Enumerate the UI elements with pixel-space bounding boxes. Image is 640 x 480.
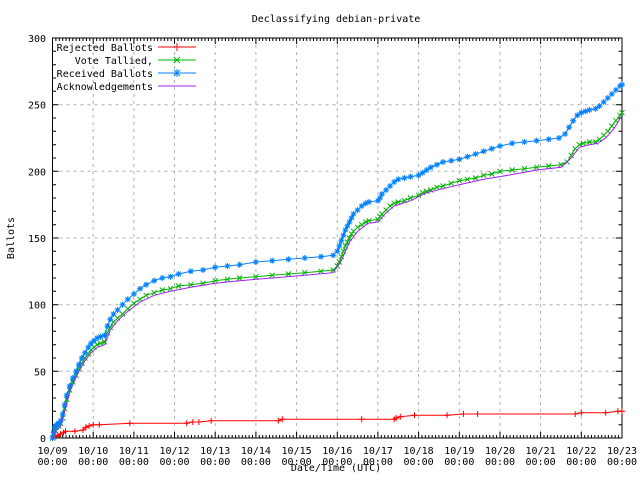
series-markers-received-ballots bbox=[49, 81, 625, 441]
x-tick-date: 10/15 bbox=[282, 446, 312, 457]
legend-cross-icon bbox=[173, 56, 181, 64]
x-tick-time: 00:00 bbox=[566, 457, 596, 468]
x-tick-time: 00:00 bbox=[363, 457, 393, 468]
x-tick-date: 10/09 bbox=[37, 446, 67, 457]
y-tick-label: 250 bbox=[28, 101, 46, 112]
x-tick-date: 10/20 bbox=[485, 446, 515, 457]
legend-plus-icon bbox=[173, 43, 181, 51]
series-received-ballots bbox=[49, 81, 625, 441]
x-tick-date: 10/23 bbox=[607, 446, 637, 457]
grid-lines bbox=[52, 38, 622, 438]
series-vote-tallied bbox=[49, 109, 625, 441]
y-axis-label: Ballots bbox=[6, 217, 17, 259]
x-tick-time: 00:00 bbox=[37, 457, 67, 468]
x-tick-date: 10/19 bbox=[444, 446, 474, 457]
x-tick-date: 10/16 bbox=[322, 446, 352, 457]
legend-label: Rejected Ballots bbox=[57, 43, 153, 54]
series-line-acknowledgements bbox=[52, 115, 623, 439]
y-tick-label: 300 bbox=[28, 34, 46, 45]
chart-title: Declassifying debian-private bbox=[252, 14, 421, 25]
plot-border bbox=[52, 37, 623, 439]
x-tick-time: 00:00 bbox=[241, 457, 271, 468]
x-tick-date: 10/17 bbox=[363, 446, 393, 457]
legend-item: Acknowledgements bbox=[57, 82, 196, 93]
x-tick-date: 10/21 bbox=[526, 446, 556, 457]
x-axis-label: Date/Time (UTC) bbox=[291, 463, 381, 474]
legend-label: Received Ballots bbox=[57, 69, 153, 80]
legend-label: Acknowledgements bbox=[57, 82, 153, 93]
x-tick-time: 00:00 bbox=[78, 457, 108, 468]
x-tick-date: 10/11 bbox=[119, 446, 149, 457]
y-tick-label: 150 bbox=[28, 234, 46, 245]
series-acknowledgements bbox=[52, 115, 623, 439]
y-tick-label: 0 bbox=[40, 434, 46, 445]
legend-item: Vote Tallied, bbox=[75, 56, 196, 67]
x-tick-date: 10/12 bbox=[159, 446, 189, 457]
y-tick-label: 100 bbox=[28, 301, 46, 312]
x-tick-time: 00:00 bbox=[119, 457, 149, 468]
x-tick-date: 10/10 bbox=[78, 446, 108, 457]
y-tick-label: 200 bbox=[28, 167, 46, 178]
x-tick-time: 00:00 bbox=[607, 457, 637, 468]
x-tick-time: 00:00 bbox=[404, 457, 434, 468]
x-tick-time: 00:00 bbox=[282, 457, 312, 468]
legend-item: Rejected Ballots bbox=[57, 43, 196, 54]
x-tick-date: 10/13 bbox=[200, 446, 230, 457]
legend-label: Vote Tallied, bbox=[75, 56, 153, 67]
plot-layers: Rejected Ballots Vote Tallied, Received Ba… bbox=[28, 34, 637, 468]
x-tick-time: 00:00 bbox=[485, 457, 515, 468]
y-tick-label: 50 bbox=[34, 367, 46, 378]
y-tick-labels: 0 50 100 150 200 250 300 bbox=[28, 34, 46, 445]
x-tick-date: 10/18 bbox=[404, 446, 434, 457]
x-tick-time: 00:00 bbox=[200, 457, 230, 468]
legend-item: Received Ballots bbox=[57, 69, 196, 80]
x-tick-labels: 10/0900:0010/1000:0010/1100:0010/1200:00… bbox=[37, 446, 637, 468]
legend-asterisk-icon bbox=[173, 69, 181, 77]
x-tick-time: 00:00 bbox=[322, 457, 352, 468]
x-tick-time: 00:00 bbox=[526, 457, 556, 468]
legend: Rejected Ballots Vote Tallied, Received Ba… bbox=[57, 43, 196, 93]
x-tick-date: 10/14 bbox=[241, 446, 271, 457]
x-tick-time: 00:00 bbox=[159, 457, 189, 468]
x-tick-time: 00:00 bbox=[444, 457, 474, 468]
x-tick-date: 10/22 bbox=[566, 446, 596, 457]
